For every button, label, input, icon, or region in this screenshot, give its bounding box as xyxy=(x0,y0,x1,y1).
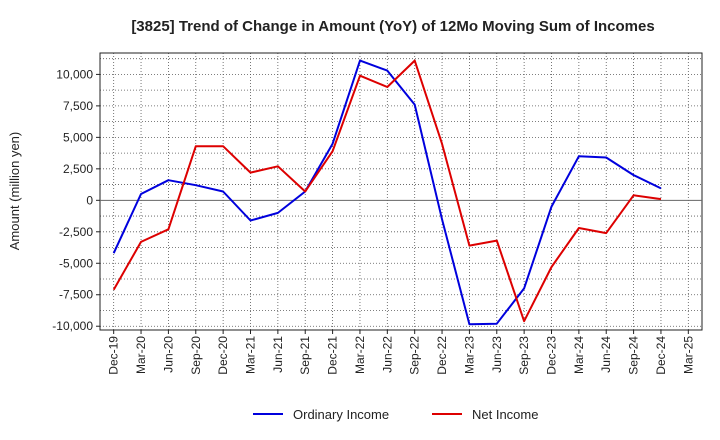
x-tick-label: Jun-24 xyxy=(599,336,613,373)
y-tick-label: -2,500 xyxy=(59,225,93,239)
series-group xyxy=(112,59,662,326)
grid xyxy=(100,53,702,330)
series-line-0 xyxy=(112,59,662,326)
y-tick-label: 2,500 xyxy=(63,162,93,176)
x-tick-label: Dec-24 xyxy=(654,336,668,375)
y-tick-label: 5,000 xyxy=(63,130,93,144)
x-tick-label: Sep-22 xyxy=(408,336,422,375)
x-tick-label: Mar-20 xyxy=(134,336,148,374)
x-tick-label: Mar-22 xyxy=(353,336,367,374)
x-ticks: Dec-19 Mar-20 Jun-20 Sep-20 Dec-20 Mar-21 Jun-… xyxy=(107,330,695,375)
y-tick-label: 0 xyxy=(86,193,93,207)
x-tick-label: Jun-20 xyxy=(161,336,175,373)
x-tick-label: Dec-20 xyxy=(216,336,230,375)
x-tick-label: Sep-20 xyxy=(189,336,203,375)
x-tick-label: Mar-21 xyxy=(244,336,258,374)
x-tick-label: Sep-21 xyxy=(298,336,312,375)
y-tick-label: 10,000 xyxy=(56,67,93,81)
y-axis-label: Amount (million yen) xyxy=(7,132,22,251)
x-tick-label: Mar-24 xyxy=(572,336,586,374)
y-ticks: 10,000 7,500 5,000 2,500 0 -2,500 -5,000 -7,500… xyxy=(52,67,100,333)
legend-label-1: Net Income xyxy=(472,407,538,422)
y-tick-label: -7,500 xyxy=(59,288,93,302)
chart-title: [3825] Trend of Change in Amount (YoY) o… xyxy=(131,18,654,35)
x-tick-label: Jun-23 xyxy=(490,336,504,373)
series-line-1 xyxy=(112,59,662,323)
plot-frame xyxy=(99,52,703,331)
x-tick-label: Dec-21 xyxy=(326,336,340,375)
y-tick-label: 7,500 xyxy=(63,99,93,113)
legend: Ordinary Income Net Income xyxy=(253,407,538,422)
x-tick-label: Dec-23 xyxy=(545,336,559,375)
x-tick-label: Jun-22 xyxy=(380,336,394,373)
x-tick-label: Sep-23 xyxy=(517,336,531,375)
x-tick-label: Sep-24 xyxy=(627,336,641,375)
x-tick-label: Dec-22 xyxy=(435,336,449,375)
x-tick-label: Jun-21 xyxy=(271,336,285,373)
x-tick-label: Mar-25 xyxy=(681,336,695,374)
y-tick-label: -5,000 xyxy=(59,256,93,270)
x-tick-label: Dec-19 xyxy=(107,336,121,375)
x-tick-label: Mar-23 xyxy=(462,336,476,374)
y-tick-label: -10,000 xyxy=(52,319,93,333)
legend-label-0: Ordinary Income xyxy=(293,407,389,422)
